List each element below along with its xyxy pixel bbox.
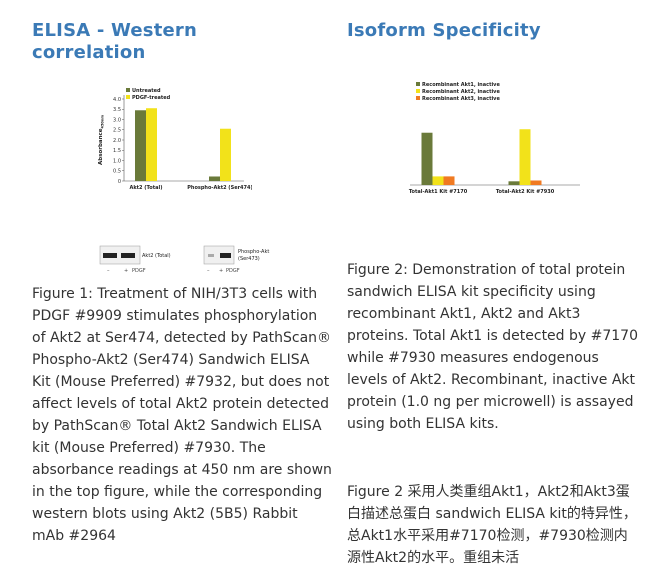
y-tick-label: 3.0: [113, 117, 121, 123]
bar: [432, 176, 444, 185]
legend-label: PDGF-treated: [132, 95, 171, 101]
blot-label-akt2-total: Akt2 (Total): [142, 253, 171, 259]
blot-lane-minus: –: [107, 268, 110, 274]
blot-label-ser473: (Ser473): [238, 256, 260, 262]
x-tick-label: Total-Akt1 Kit #7170: [409, 189, 468, 195]
y-tick-label: 1.5: [113, 148, 121, 154]
y-tick-label: 0: [118, 179, 121, 185]
legend-label: Recombinant Akt2, inactive: [422, 89, 500, 95]
y-tick-label: 1.0: [113, 158, 121, 164]
blot-band: [121, 253, 135, 258]
blot-panel: [99, 245, 141, 265]
isoform-figure: Recombinant Akt1, inactive Recombinant Ak…: [402, 78, 582, 207]
section-title-isoform-specificity: Isoform Specificity: [347, 20, 541, 41]
legend-label: Untreated: [132, 88, 161, 94]
bar: [519, 129, 531, 185]
section-title-elisa-western: ELISA - Western correlation: [32, 20, 197, 63]
bar: [209, 176, 220, 181]
bar: [146, 108, 157, 181]
legend-label: Recombinant Akt3, inactive: [422, 96, 500, 102]
elisa-bar-chart: 0 0.5 1.0 1.5 2.0 2.5 3.0 3.5 4.0 Absorbance450nm…: [98, 88, 253, 191]
figure2-caption-chinese: Figure 2 采用人类重组Akt1，Akt2和Akt3蛋白描述总蛋白 san…: [347, 484, 637, 566]
blot-lane-minus: –: [207, 268, 210, 274]
y-tick-label: 0.5: [113, 169, 121, 175]
y-tick-label: 3.5: [113, 107, 121, 113]
legend-swatch: [416, 96, 420, 100]
y-tick-label: 2.5: [113, 128, 121, 134]
blot-band: [208, 254, 214, 257]
x-tick-label: Akt2 (Total): [129, 185, 162, 191]
y-tick-label: 4.0: [113, 97, 121, 103]
figure2-caption: Figure 2: Demonstration of total protein…: [347, 262, 638, 432]
elisa-western-figure: 0 0.5 1.0 1.5 2.0 2.5 3.0 3.5 4.0 Absorbance450nm…: [72, 76, 294, 282]
x-tick-label: Phospho-Akt2 (Ser474): [187, 185, 252, 191]
bar: [530, 180, 542, 185]
figure1-caption: Figure 1: Treatment of NIH/3T3 cells wit…: [32, 286, 332, 544]
blot-band: [103, 253, 117, 258]
legend-swatch: [416, 82, 420, 86]
blot-panel: [203, 245, 235, 265]
blot-lane-pdgf: PDGF: [132, 268, 146, 274]
blot-label-phospho-akt: Phospho-Akt: [238, 249, 269, 255]
legend-label: Recombinant Akt1, inactive: [422, 82, 500, 88]
x-tick-label: Total-Akt2 Kit #7930: [496, 189, 555, 195]
legend-swatch: [126, 88, 130, 92]
western-blot-images: Akt2 (Total) – + PDGF Phospho-Akt (Ser47…: [99, 245, 269, 274]
blot-lane-pdgf: PDGF: [226, 268, 240, 274]
bar: [443, 176, 455, 185]
bar: [135, 110, 146, 181]
legend-swatch: [416, 89, 420, 93]
bar: [220, 128, 231, 181]
bar: [421, 132, 433, 185]
blot-lane-plus: +: [124, 268, 128, 274]
y-axis-label: Absorbance450nm: [98, 115, 105, 165]
blot-lane-plus: +: [219, 268, 223, 274]
legend-swatch: [126, 95, 130, 99]
y-tick-label: 2.0: [113, 138, 121, 144]
bar: [508, 181, 520, 185]
blot-band: [220, 253, 231, 258]
